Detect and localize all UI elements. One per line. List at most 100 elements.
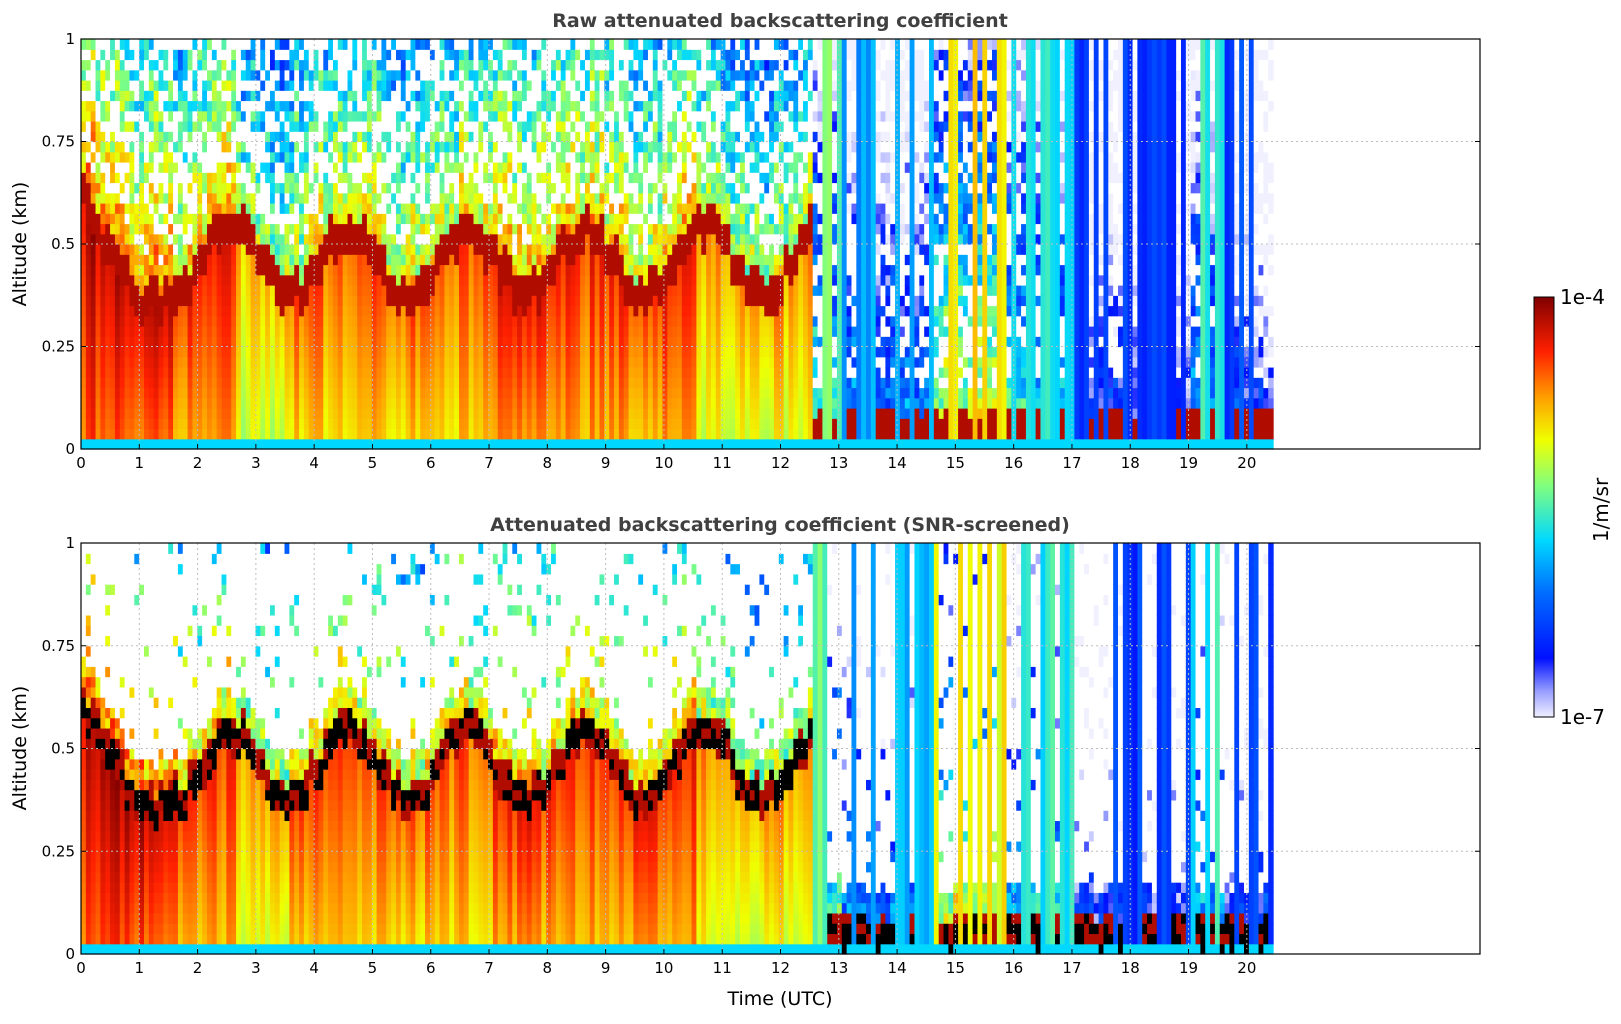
heatmap-cell [614, 274, 620, 286]
heatmap-cell [434, 69, 441, 81]
heatmap-cell [110, 438, 116, 450]
heatmap-cell [439, 254, 446, 266]
heatmap-cell [81, 121, 87, 132]
heatmap-cell [81, 285, 87, 296]
heatmap-cell [245, 295, 252, 307]
heatmap-cell [415, 244, 421, 255]
heatmap-cell [197, 346, 203, 358]
heatmap-cell [449, 295, 455, 307]
heatmap-cell [681, 90, 688, 102]
heatmap-cell [400, 141, 407, 153]
heatmap-cell [546, 285, 552, 296]
heatmap-cell [425, 305, 431, 317]
heatmap-cell [95, 274, 101, 286]
heatmap-cell [144, 162, 150, 173]
heatmap-cell [124, 121, 131, 132]
heatmap-cell [221, 80, 227, 91]
heatmap-cell [245, 172, 252, 184]
heatmap-cell [580, 80, 586, 91]
heatmap-cell [337, 397, 344, 409]
heatmap-cell [226, 387, 232, 399]
heatmap-cell [652, 336, 659, 348]
heatmap-cell [410, 377, 416, 389]
heatmap-cell [488, 377, 494, 389]
heatmap-cell [667, 356, 673, 368]
heatmap-cell [677, 264, 683, 276]
heatmap-cell [313, 387, 320, 399]
heatmap-cell [299, 418, 305, 430]
heatmap-cell [323, 346, 329, 358]
heatmap-cell [681, 121, 688, 132]
heatmap-cell [303, 203, 310, 214]
heatmap-cell [100, 408, 106, 419]
heatmap-cell [614, 162, 620, 173]
heatmap-cell [328, 203, 334, 214]
heatmap-cell [526, 49, 533, 61]
heatmap-cell [284, 59, 290, 71]
heatmap-cell [81, 356, 87, 368]
heatmap-cell [647, 356, 654, 368]
heatmap-cell [260, 69, 266, 81]
heatmap-cell [643, 80, 649, 91]
heatmap-cell [197, 295, 203, 307]
heatmap-cell [332, 387, 339, 399]
heatmap-cell [381, 110, 387, 122]
heatmap-cell [565, 39, 572, 50]
heatmap-cell [85, 397, 92, 409]
heatmap-cell [633, 100, 639, 112]
heatmap-cell [647, 438, 654, 450]
heatmap-cell [623, 387, 630, 399]
heatmap-cell [657, 203, 664, 214]
heatmap-cell [584, 203, 591, 214]
heatmap-cell [405, 141, 412, 153]
heatmap-cell [381, 244, 387, 255]
heatmap-cell [352, 100, 358, 112]
heatmap-cell [323, 110, 329, 122]
heatmap-cell [570, 233, 576, 245]
heatmap-cell [463, 121, 470, 132]
heatmap-cell [492, 100, 499, 112]
heatmap-cell [129, 192, 135, 204]
heatmap-cell [589, 151, 596, 163]
heatmap-cell [468, 346, 475, 358]
heatmap-cell [332, 336, 339, 348]
heatmap-cell [362, 428, 368, 440]
heatmap-cell [638, 110, 644, 122]
heatmap-cell [366, 397, 373, 409]
heatmap-cell [163, 254, 169, 266]
heatmap-cell [265, 264, 271, 276]
heatmap-cell [124, 59, 131, 71]
heatmap-cell [580, 387, 586, 399]
heatmap-cell [672, 305, 678, 317]
heatmap-cell [410, 356, 416, 368]
heatmap-cell [681, 141, 688, 153]
heatmap-cell [105, 110, 111, 122]
heatmap-cell [216, 336, 223, 348]
heatmap-cell [352, 295, 358, 307]
heatmap-cell [284, 367, 290, 378]
heatmap-cell [255, 264, 261, 276]
heatmap-cell [647, 223, 654, 235]
heatmap-cell [628, 264, 635, 276]
heatmap-cell [551, 377, 557, 389]
heatmap-cell [507, 418, 513, 430]
heatmap-cell [187, 264, 194, 276]
heatmap-cell [643, 39, 649, 50]
heatmap-cell [100, 192, 106, 204]
heatmap-cell [512, 172, 518, 184]
heatmap-cell [352, 131, 358, 143]
heatmap-cell [420, 203, 426, 214]
heatmap-cell [551, 438, 557, 450]
heatmap-cell [609, 408, 615, 419]
heatmap-cell [580, 162, 586, 173]
heatmap-cell [114, 80, 121, 91]
heatmap-cell [110, 418, 116, 430]
heatmap-cell [226, 80, 232, 91]
heatmap-cell [483, 182, 489, 194]
heatmap-cell [308, 151, 315, 163]
heatmap-cell [454, 80, 460, 91]
heatmap-cell [391, 295, 397, 307]
heatmap-cell [206, 244, 213, 255]
heatmap-cell [551, 336, 557, 348]
heatmap-cell [119, 100, 126, 112]
